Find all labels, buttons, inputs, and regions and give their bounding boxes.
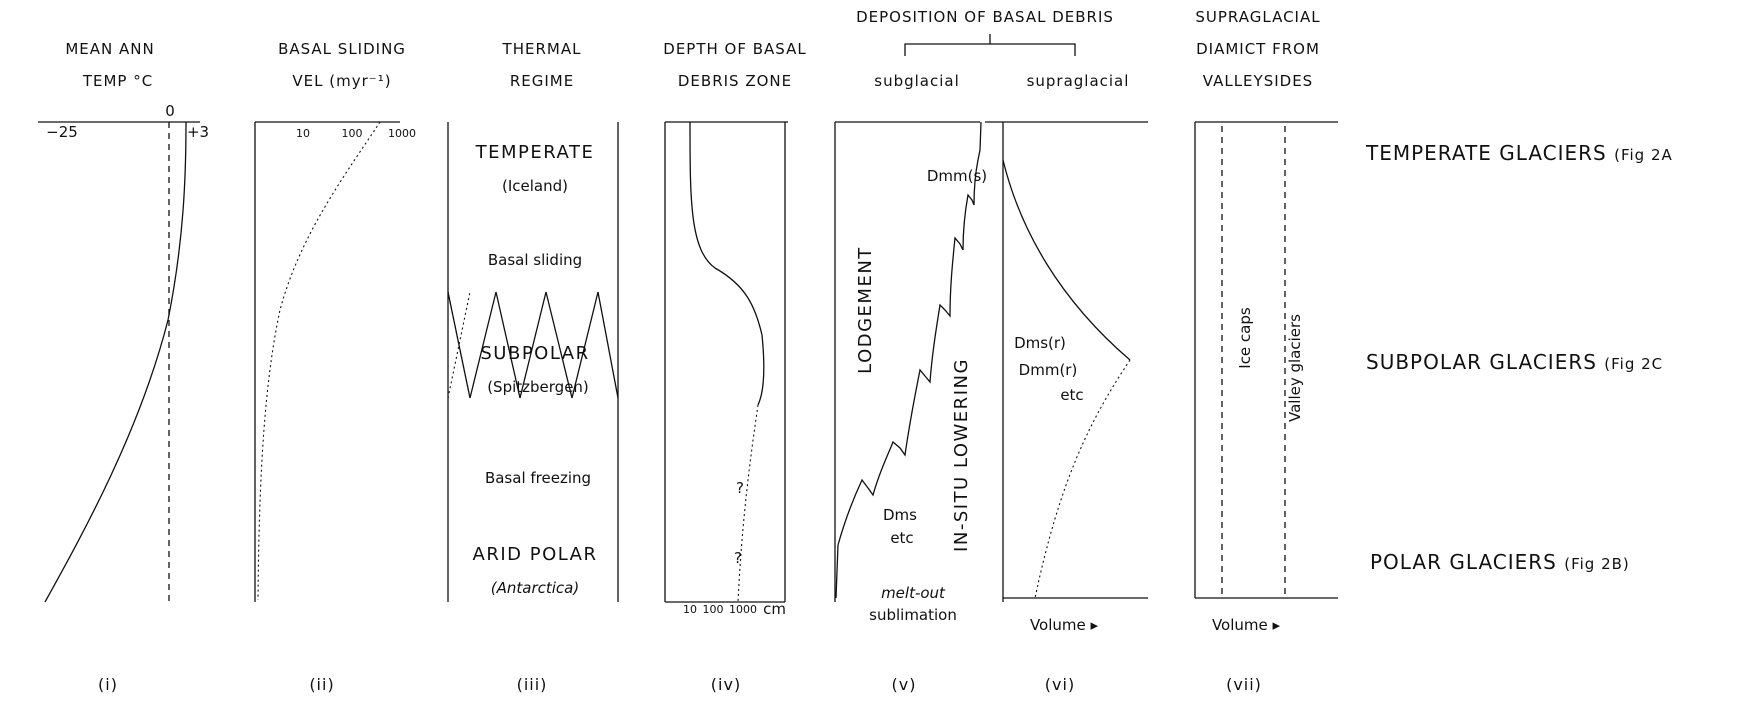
panel-supraglacial: Dms(r) Dmm(r) etc Volume ▸ (985, 121, 1148, 634)
subglacial-insitu-lowering: IN-SITU LOWERING (951, 358, 972, 552)
panel-sliding: 10 100 1000 (254, 121, 416, 602)
thermal-temperate: TEMPERATE (475, 142, 595, 163)
valleyside-volume: Volume ▸ (1212, 616, 1281, 634)
thermal-arid-polar: ARID POLAR (473, 544, 598, 565)
header-thermal-line1: THERMAL (502, 40, 582, 58)
label-subpolar-glaciers: SUBPOLAR GLACIERS (Fig 2C (1366, 350, 1663, 374)
debris-tick-100: 100 (703, 603, 724, 616)
temp-tick-plus3: +3 (187, 123, 209, 141)
temp-curve (44, 121, 187, 603)
deposition-bracket (904, 34, 1076, 56)
supraglacial-curve-upper (1002, 159, 1131, 361)
header-diamict-line3: VALLEYSIDES (1203, 72, 1313, 90)
panel-number-vii: (vii) (1226, 675, 1262, 694)
subglacial-sublimation: sublimation (869, 606, 957, 624)
header-supraglacial: supraglacial (1027, 72, 1130, 90)
sliding-tick-1000: 1000 (388, 127, 416, 140)
subglacial-etc: etc (890, 529, 913, 547)
label-temperate-glaciers: TEMPERATE GLACIERS (Fig 2A (1365, 141, 1673, 165)
panel-number-i: (i) (98, 675, 118, 694)
panel-temperature: −25 0 +3 (38, 102, 209, 603)
thermal-zigzag (447, 291, 619, 399)
thermal-subpolar: SUBPOLAR (480, 343, 589, 364)
panel-valleyside: Ice caps Valley glaciers Volume ▸ (1194, 121, 1338, 634)
valleyside-ice-caps: Ice caps (1236, 307, 1254, 369)
glacier-type-labels: TEMPERATE GLACIERS (Fig 2A SUBPOLAR GLAC… (1365, 141, 1673, 574)
panel-subglacial: Dmm(s) LODGEMENT IN-SITU LOWERING Dms et… (834, 121, 987, 624)
sliding-tick-10: 10 (296, 127, 310, 140)
header-subglacial: subglacial (874, 72, 960, 90)
header-deposition-title: DEPOSITION OF BASAL DEBRIS (856, 8, 1114, 26)
temp-tick-minus25: −25 (46, 123, 78, 141)
debris-tick-10: 10 (683, 603, 697, 616)
supraglacial-curve-lower (1034, 359, 1131, 599)
debris-curve-uncertain (737, 404, 759, 603)
panel-number-iii: (iii) (517, 675, 548, 694)
panel-debris-depth: ? ? 10 100 1000 cm (664, 121, 788, 618)
temp-tick-zero: 0 (165, 102, 175, 120)
sliding-curve (257, 121, 381, 601)
label-polar-glaciers: POLAR GLACIERS (Fig 2B) (1370, 550, 1630, 574)
subglacial-boundary (835, 121, 982, 599)
debris-question-2: ? (734, 549, 742, 567)
header-sliding-line1: BASAL SLIDING (278, 40, 406, 58)
panel-number-vi: (vi) (1045, 675, 1075, 694)
supraglacial-dmm-r: Dmm(r) (1019, 361, 1078, 379)
thermal-basal-sliding: Basal sliding (488, 251, 582, 269)
header-sliding-line2: VEL (myr⁻¹) (292, 72, 391, 90)
supraglacial-volume: Volume ▸ (1030, 616, 1099, 634)
valleyside-valley-glaciers: Valley glaciers (1286, 314, 1304, 422)
header-depth-line1: DEPTH OF BASAL (663, 40, 806, 58)
header-diamict-line1: SUPRAGLACIAL (1195, 8, 1320, 26)
sliding-tick-100: 100 (342, 127, 363, 140)
panel-numbers: (i) (ii) (iii) (iv) (v) (vi) (vii) (98, 675, 1262, 694)
header-temp-line1: MEAN ANN (65, 40, 154, 58)
panel-thermal: TEMPERATE (Iceland) Basal sliding SUBPOL… (447, 122, 619, 602)
supraglacial-etc: etc (1060, 386, 1083, 404)
panel-number-iv: (iv) (711, 675, 741, 694)
header-thermal-line2: REGIME (510, 72, 574, 90)
subglacial-lodgement: LODGEMENT (855, 246, 876, 374)
debris-unit-cm: cm (763, 600, 786, 618)
header-depth-line2: DEBRIS ZONE (678, 72, 792, 90)
subglacial-meltout: melt-out (881, 584, 946, 602)
thermal-spitzbergen: (Spitzbergen) (487, 378, 589, 396)
debris-tick-1000: 1000 (729, 603, 757, 616)
thermal-iceland: (Iceland) (502, 177, 568, 195)
thermal-zigzag-dotted (447, 291, 471, 399)
panel-number-ii: (ii) (309, 675, 334, 694)
debris-question-1: ? (736, 479, 744, 497)
thermal-antarctica: (Antarctica) (491, 579, 579, 597)
subglacial-dms: Dms (883, 506, 917, 524)
subglacial-dmm-s: Dmm(s) (927, 167, 987, 185)
thermal-basal-freezing: Basal freezing (485, 469, 591, 487)
supraglacial-dms-r: Dms(r) (1014, 334, 1066, 352)
debris-curve (689, 121, 765, 406)
panel-number-v: (v) (892, 675, 917, 694)
header-temp-line2: TEMP °C (82, 72, 153, 90)
header-diamict-line2: DIAMICT FROM (1196, 40, 1320, 58)
column-headers: MEAN ANN TEMP °C BASAL SLIDING VEL (myr⁻… (65, 8, 1320, 90)
